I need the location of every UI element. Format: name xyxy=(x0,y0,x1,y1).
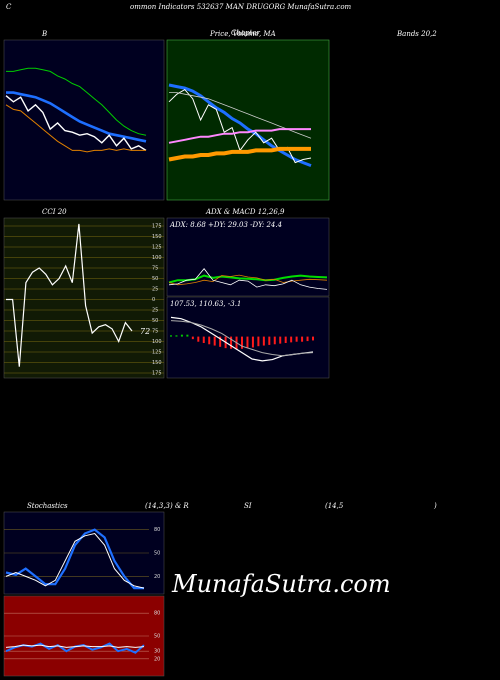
adx-panel: ADX: 8.68 +DY: 29.03 -DY: 24.4 xyxy=(166,217,330,297)
label-cci: CCI 20 xyxy=(42,208,67,216)
bollinger-series-line-1 xyxy=(6,91,147,143)
stochastics-series-line-1 xyxy=(5,532,145,589)
label-price-overlay: Chapter xyxy=(231,29,260,37)
label-price: Price, Volume, MA xyxy=(210,30,276,38)
stochastics-chart: 80 50 20 xyxy=(3,511,165,595)
stochastics-tick-label: 50 xyxy=(154,551,160,557)
header-title: ommon Indicators 532637 MAN DRUGORG Muna… xyxy=(130,3,352,11)
macd-chart: 107.53, 110.63, -3.1 xyxy=(166,296,330,379)
label-rsi-params: (14,5 xyxy=(325,502,344,510)
adx-series-line-2 xyxy=(168,268,328,290)
rsi-panel: 80 50 30 20 xyxy=(3,595,165,677)
stochastics-tick-label: 20 xyxy=(154,574,160,580)
header-c: C xyxy=(6,3,12,11)
label-b: B xyxy=(42,30,48,38)
macd-panel: 107.53, 110.63, -3.1 xyxy=(166,296,330,379)
cci-tick-label: 50 xyxy=(152,276,158,282)
cci-tick-label: 150 xyxy=(152,234,162,240)
label-rsi-close: ) xyxy=(434,502,437,510)
cci-tick-label: 25 xyxy=(152,308,158,314)
price-volume-ma-series-line-4 xyxy=(168,146,311,162)
rsi-tick-label: 30 xyxy=(154,649,160,655)
adx-series-line-1 xyxy=(168,274,328,286)
adx-title: ADX: 8.68 +DY: 29.03 -DY: 24.4 xyxy=(169,221,282,229)
adx-background xyxy=(166,217,330,297)
stochastics-series-line-0 xyxy=(5,528,144,590)
cci-panel: 175 150 125 100 75 50 25 0 25 50 75 100 125 150 175 72 xyxy=(3,217,165,379)
label-adx-macd: ADX & MACD 12,26,9 xyxy=(206,208,285,216)
rsi-tick-label: 50 xyxy=(154,634,160,640)
cci-tick-label: 75 xyxy=(152,266,158,272)
price-background xyxy=(166,39,330,201)
bollinger-series-line-2 xyxy=(5,95,147,151)
cci-tick-label: 50 xyxy=(152,318,158,324)
price-chart xyxy=(166,39,330,201)
cci-tick-label: 175 xyxy=(152,371,162,377)
cci-tick-label: 25 xyxy=(152,287,158,293)
macd-series-line-1 xyxy=(170,320,314,357)
label-stoch-params: (14,3,3) & R xyxy=(145,502,189,510)
cci-tick-label: 100 xyxy=(152,255,162,261)
price-volume-ma-series-line-3 xyxy=(168,128,311,144)
cci-tick-label: 75 xyxy=(152,329,158,335)
cci-tick-label: 125 xyxy=(152,350,162,356)
price-volume-ma-series-line-0 xyxy=(168,83,312,168)
rsi-series-line-1 xyxy=(5,644,145,648)
rsi-tick-label: 20 xyxy=(154,656,160,662)
bollinger-panel xyxy=(3,39,165,201)
stochastics-tick-label: 80 xyxy=(154,527,160,533)
bollinger-series-line-0 xyxy=(6,67,147,136)
bollinger-background xyxy=(3,39,165,201)
cci-last-value: 72 xyxy=(140,327,150,336)
label-rsi-si: SI xyxy=(244,502,252,510)
cci-series-line-0 xyxy=(6,223,133,367)
rsi-tick-label: 80 xyxy=(154,611,160,617)
cci-chart: 175 150 125 100 75 50 25 0 25 50 75 100 125 150 175 72 xyxy=(3,217,165,379)
price-panel xyxy=(166,39,330,201)
cci-tick-label: 125 xyxy=(152,245,162,251)
adx-chart: ADX: 8.68 +DY: 29.03 -DY: 24.4 xyxy=(166,217,330,297)
label-bands: Bands 20,2 xyxy=(397,30,437,38)
bollinger-series-line-3 xyxy=(5,104,146,153)
cci-tick-label: 175 xyxy=(152,224,162,230)
macd-title: 107.53, 110.63, -3.1 xyxy=(170,300,241,308)
bollinger-chart xyxy=(3,39,165,201)
stochastics-panel: 80 50 20 xyxy=(3,511,165,595)
watermark: MunafaSutra.com xyxy=(172,570,391,598)
label-stochastics: Stochastics xyxy=(27,502,68,510)
cci-tick-label: 0 xyxy=(152,297,155,303)
cci-tick-label: 100 xyxy=(152,339,162,345)
cci-background xyxy=(3,217,165,379)
cci-tick-label: 150 xyxy=(152,360,162,366)
